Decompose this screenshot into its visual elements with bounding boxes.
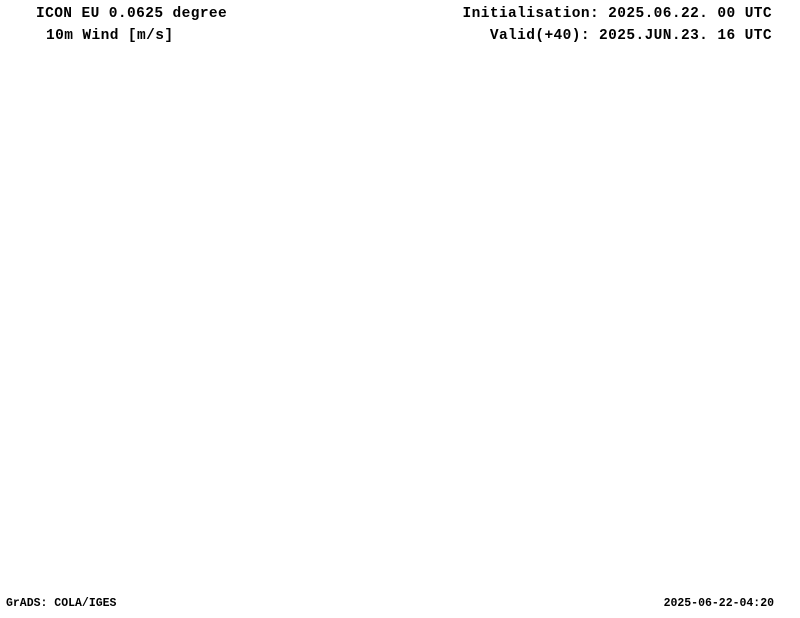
plot-timestamp: 2025-06-22-04:20 xyxy=(663,597,774,610)
valid-time: Valid(+40): 2025.JUN.23. 16 UTC xyxy=(489,28,772,44)
grads-credit: GrADS: COLA/IGES xyxy=(6,597,117,610)
model-title: ICON EU 0.0625 degree xyxy=(36,6,228,22)
initialisation-time: Initialisation: 2025.06.22. 00 UTC xyxy=(462,6,772,22)
field-title: 10m Wind [m/s] xyxy=(46,28,174,44)
colorbar xyxy=(742,128,800,473)
map-area xyxy=(57,57,735,533)
